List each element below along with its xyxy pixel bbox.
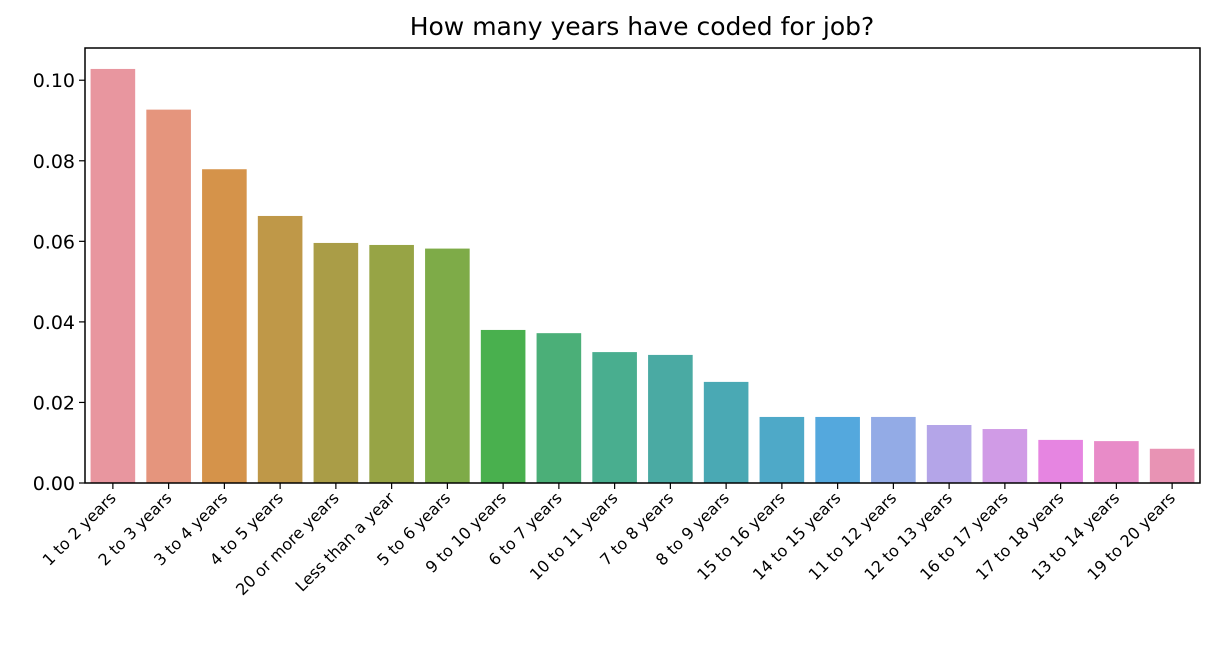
bar (982, 429, 1028, 483)
bar (257, 215, 303, 484)
x-tick-label: 20 or more years (232, 488, 343, 599)
plot-frame (84, 47, 1201, 484)
y-axis: 0.00 0.02 0.04 0.06 0.08 0.10 (33, 70, 85, 495)
bar (703, 381, 749, 483)
bar (592, 352, 637, 483)
bar (815, 416, 860, 483)
bar (1038, 439, 1083, 483)
bar (1094, 441, 1139, 483)
bar (1149, 448, 1195, 483)
y-tick-label: 0.02 (33, 392, 75, 414)
bars-group (90, 68, 1195, 484)
bar (759, 416, 805, 483)
bar (480, 329, 526, 483)
bar (648, 354, 693, 483)
bar (425, 248, 470, 483)
bar (536, 333, 582, 483)
bar (369, 244, 414, 483)
y-tick-label: 0.06 (33, 231, 75, 253)
y-tick-label: 0.08 (33, 151, 75, 173)
y-tick-label: 0.00 (33, 473, 75, 495)
bar (871, 416, 916, 483)
bar (202, 169, 247, 483)
x-tick-label: Less than a year (291, 488, 398, 595)
bar (146, 109, 191, 483)
y-tick-label: 0.10 (33, 70, 75, 92)
bar (313, 242, 359, 483)
y-tick-label: 0.04 (33, 312, 75, 334)
bar (90, 68, 136, 483)
chart-title: How many years have coded for job? (410, 12, 875, 41)
bar (926, 425, 972, 483)
